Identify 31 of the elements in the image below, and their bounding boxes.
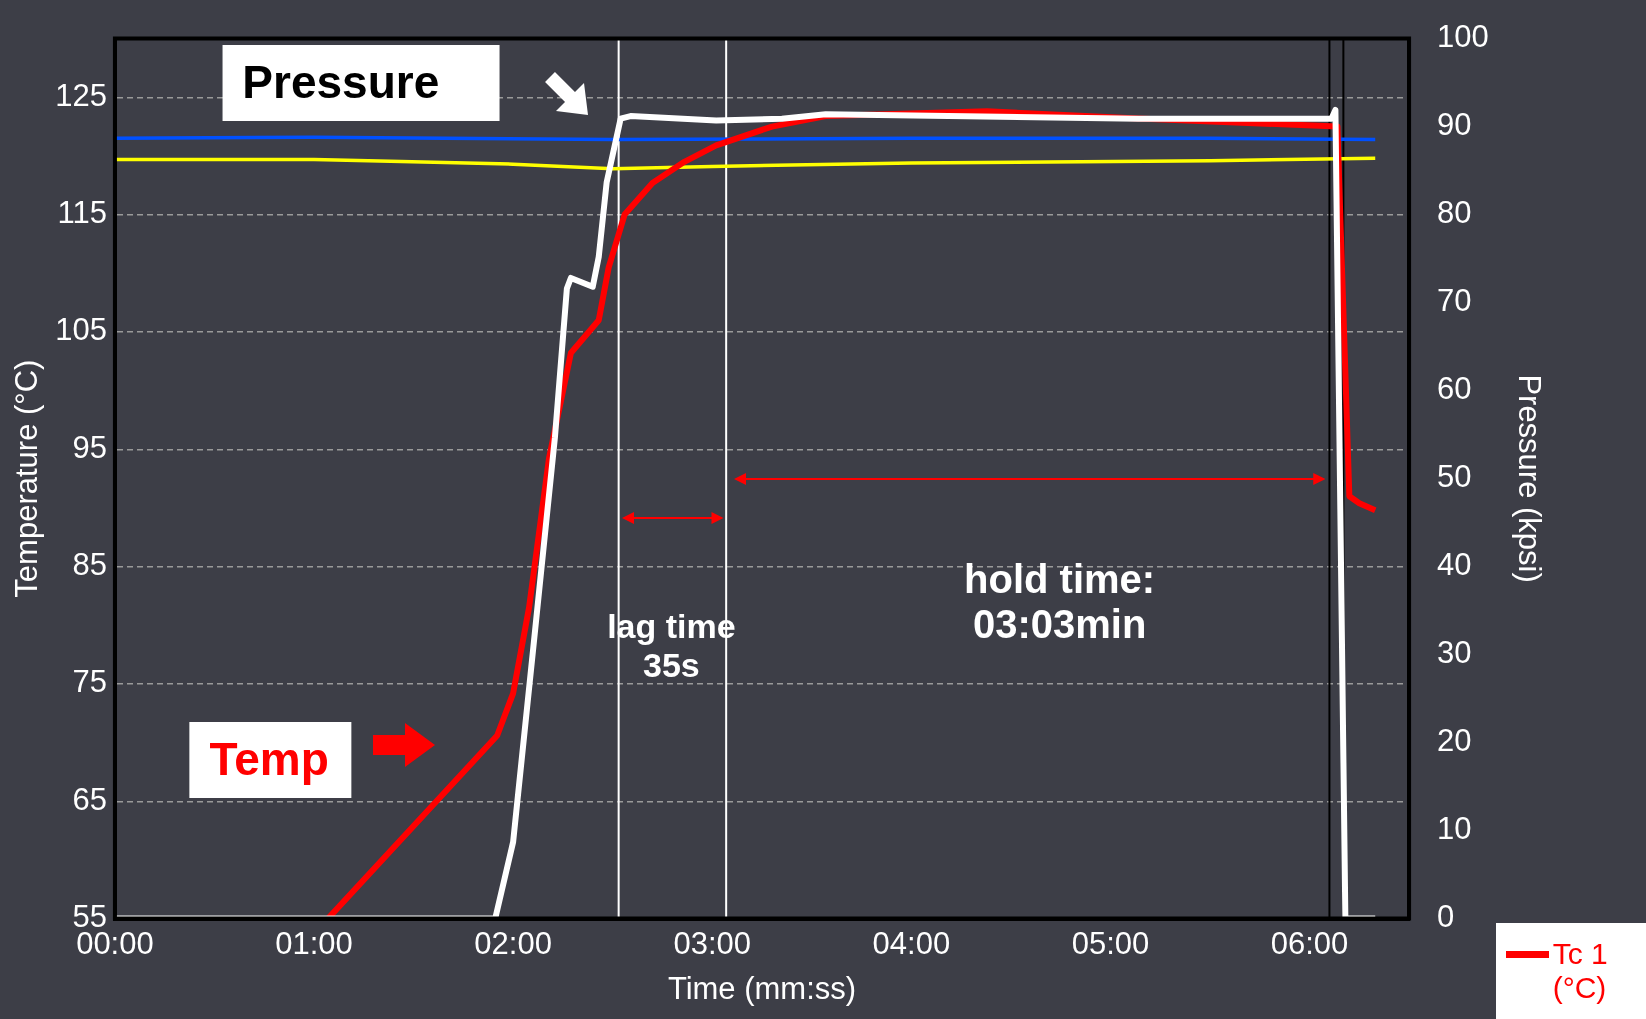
- y2-tick-label: 40: [1437, 547, 1472, 583]
- y2-axis-title: Pressure (kpsi): [1511, 374, 1547, 583]
- x-tick-label: 03:00: [673, 925, 752, 961]
- annotation: Temp: [189, 722, 351, 799]
- y-tick-label: 65: [72, 781, 107, 817]
- y2-tick-label: 20: [1437, 723, 1472, 759]
- y2-tick-label: 60: [1437, 371, 1472, 407]
- y-tick-label: 105: [55, 312, 107, 348]
- y-tick-label: 115: [57, 195, 107, 231]
- y-tick-label: 85: [72, 547, 107, 583]
- x-tick-label: 05:00: [1071, 925, 1150, 961]
- annotation: Pressure: [222, 44, 500, 121]
- y2-tick-label: 80: [1437, 195, 1472, 231]
- y-tick-label: 95: [72, 429, 107, 465]
- y2-tick-label: 90: [1437, 107, 1472, 143]
- annotation: hold time: 03:03min: [964, 556, 1156, 647]
- y-tick-label: 125: [55, 77, 107, 113]
- x-tick-label: 01:00: [275, 925, 353, 961]
- x-axis-title: Time (mm:ss): [667, 970, 857, 1006]
- x-tick-label: 04:00: [872, 925, 951, 961]
- x-tick-label: 06:00: [1270, 925, 1349, 961]
- y2-tick-label: 30: [1437, 635, 1472, 671]
- y2-tick-label: 100: [1437, 19, 1489, 55]
- y2-tick-label: 50: [1437, 459, 1472, 495]
- y-tick-label: 75: [72, 664, 107, 700]
- y2-tick-label: 10: [1437, 811, 1472, 847]
- y-axis-title: Temperature (°C): [9, 359, 45, 598]
- x-tick-label: 02:00: [474, 925, 552, 961]
- y2-tick-label: 0: [1437, 899, 1455, 935]
- legend-label: Tc 1 (°C): [1552, 937, 1609, 1005]
- y2-tick-label: 70: [1437, 283, 1472, 319]
